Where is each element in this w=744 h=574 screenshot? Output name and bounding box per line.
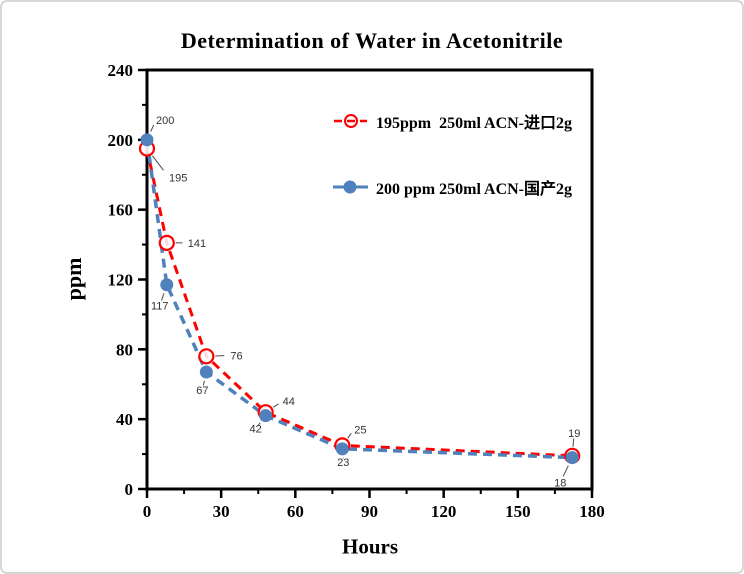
- point-label: 18: [554, 478, 566, 490]
- point-label-leader: [572, 438, 575, 447]
- x-tick-label: 60: [287, 502, 304, 521]
- point-label: 200: [156, 115, 174, 127]
- y-tick-label: 80: [116, 340, 133, 359]
- point-label: 117: [151, 301, 169, 313]
- legend-item-imported: 195ppm 250ml ACN-进口2g: [333, 108, 572, 134]
- point-label: 67: [196, 385, 208, 397]
- x-tick-label: 120: [431, 502, 457, 521]
- series-1-marker: [199, 365, 213, 379]
- y-tick-label: 160: [108, 201, 134, 220]
- series-0-marker: [158, 234, 175, 251]
- y-tick-label: 200: [108, 131, 134, 150]
- series-1-marker: [335, 442, 349, 456]
- point-label: 44: [283, 396, 295, 408]
- legend-marker-open-circle-icon: [334, 114, 367, 128]
- point-label: 195: [169, 173, 187, 185]
- point-label-leader: [347, 433, 352, 439]
- y-axis-label: ppm: [61, 257, 86, 301]
- series-1-marker: [565, 451, 579, 465]
- x-tick-label: 180: [579, 502, 605, 521]
- series-line-0: [145, 148, 573, 458]
- y-tick-label: 240: [108, 61, 134, 80]
- legend-item-domestic: 200 ppm 250ml ACN-国产2g: [333, 174, 572, 200]
- x-tick-label: 0: [143, 502, 152, 521]
- point-label: 23: [337, 457, 349, 469]
- x-tick-label: 30: [213, 502, 230, 521]
- x-axis-label: Hours: [341, 534, 399, 559]
- point-label: 42: [250, 424, 262, 436]
- x-tick-label: 150: [505, 502, 531, 521]
- point-label-leader: [272, 403, 279, 408]
- point-label-leader: [202, 380, 205, 386]
- point-label-leader: [562, 465, 569, 477]
- series-1-marker: [259, 409, 273, 423]
- y-tick-label: 40: [116, 410, 133, 429]
- x-tick-label: 90: [361, 502, 378, 521]
- series-line-1: [145, 139, 573, 460]
- legend-marker-filled-circle-icon: [333, 180, 368, 194]
- legend: 195ppm 250ml ACN-进口2g 200 ppm 250ml ACN-…: [333, 108, 572, 200]
- point-label: 141: [188, 238, 206, 250]
- legend-label: 200 ppm 250ml ACN-国产2g: [376, 181, 573, 198]
- series-1-marker: [160, 278, 174, 292]
- series-0-marker: [198, 348, 215, 365]
- point-label-leader: [150, 124, 155, 132]
- point-label-leader: [257, 422, 261, 426]
- series-1-marker: [140, 133, 154, 147]
- point-label: 76: [230, 350, 242, 362]
- point-label: 25: [354, 424, 366, 436]
- chart-title: Determination of Water in Acetonitrile: [180, 28, 564, 53]
- legend-label: 195ppm 250ml ACN-进口2g: [376, 115, 573, 132]
- y-tick-label: 0: [125, 480, 134, 499]
- point-label-leader: [152, 155, 164, 171]
- y-tick-label: 120: [108, 271, 134, 290]
- point-label: 19: [568, 428, 580, 440]
- point-label-leader: [161, 293, 165, 301]
